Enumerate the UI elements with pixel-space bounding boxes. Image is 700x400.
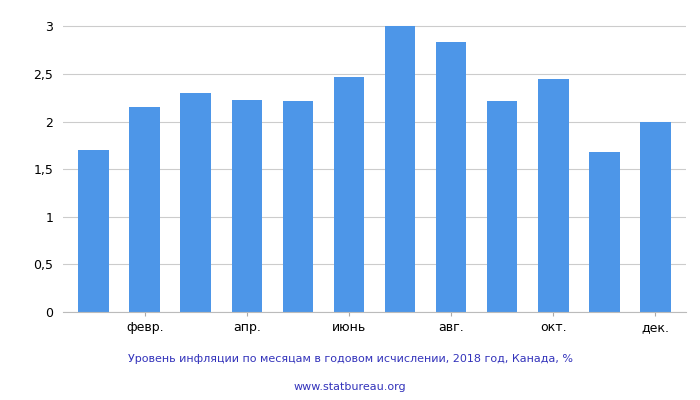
Bar (181, 93, 211, 312)
Bar (486, 100, 517, 312)
Bar (232, 100, 262, 312)
Bar (334, 77, 364, 312)
Text: www.statbureau.org: www.statbureau.org (294, 382, 406, 392)
Bar (538, 79, 568, 312)
Bar (283, 100, 313, 312)
Bar (130, 107, 160, 312)
Bar (385, 26, 415, 312)
Bar (640, 122, 671, 312)
Text: Уровень инфляции по месяцам в годовом исчислении, 2018 год, Канада, %: Уровень инфляции по месяцам в годовом ис… (127, 354, 573, 364)
Bar (589, 152, 620, 312)
Bar (436, 42, 466, 312)
Bar (78, 150, 109, 312)
